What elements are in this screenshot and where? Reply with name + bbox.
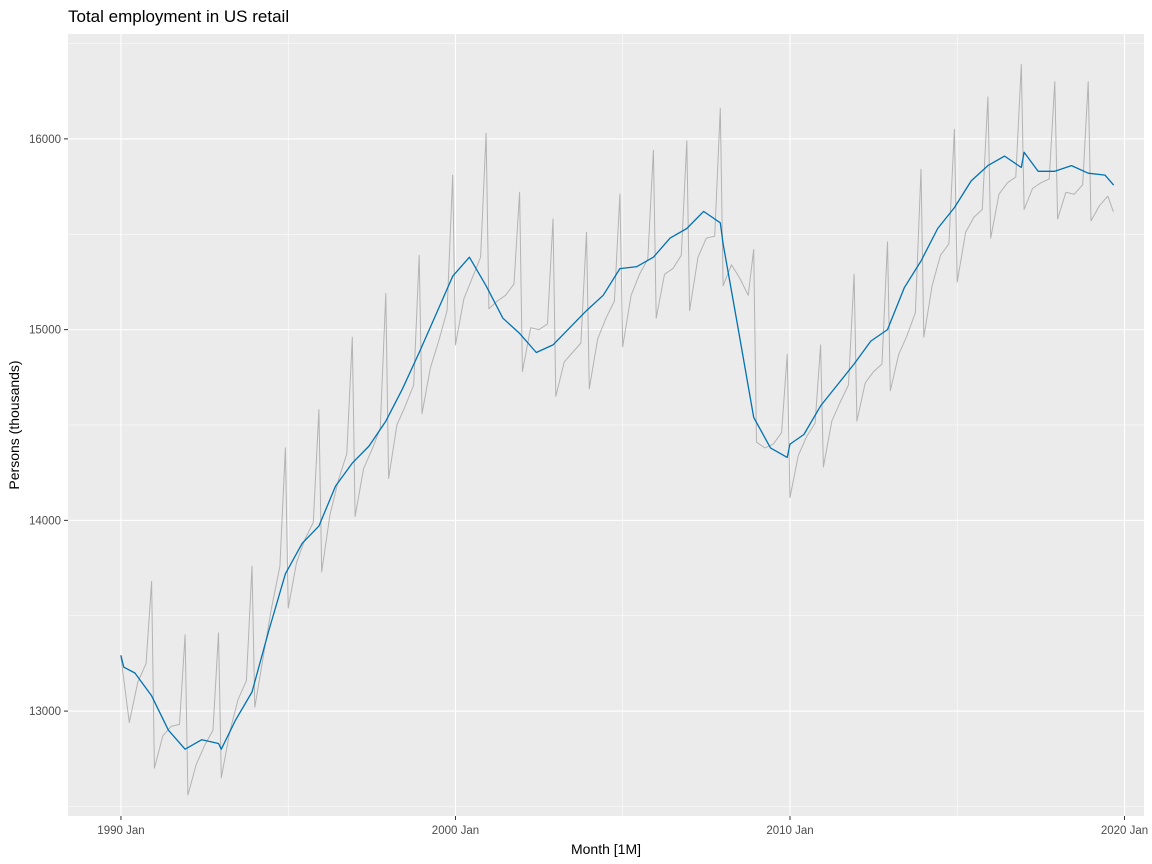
y-tick-label: 16000 [29,134,61,146]
series-layer [120,64,1114,796]
y-tick-label: 15000 [29,325,61,337]
x-axis-title: Month [1M] [571,841,641,857]
x-tick-label: 2010 Jan [766,825,813,837]
series-line-adjusted [120,151,1114,750]
x-axis: 1990 Jan 2000 Jan 2010 Jan 2020 Jan [97,816,1148,837]
x-tick-label: 2020 Jan [1101,825,1148,837]
x-tick-label: 1990 Jan [97,825,144,837]
y-axis: 13000 14000 15000 16000 [29,134,68,718]
y-axis-title: Persons (thousands) [6,360,22,489]
y-tick-label: 14000 [29,515,61,527]
minor-gridlines [68,34,1144,816]
y-tick-label: 13000 [29,706,61,718]
major-gridlines [68,34,1144,816]
series-line-observed [120,64,1114,796]
chart-title: Total employment in US retail [68,7,289,26]
x-tick-label: 2000 Jan [432,825,479,837]
